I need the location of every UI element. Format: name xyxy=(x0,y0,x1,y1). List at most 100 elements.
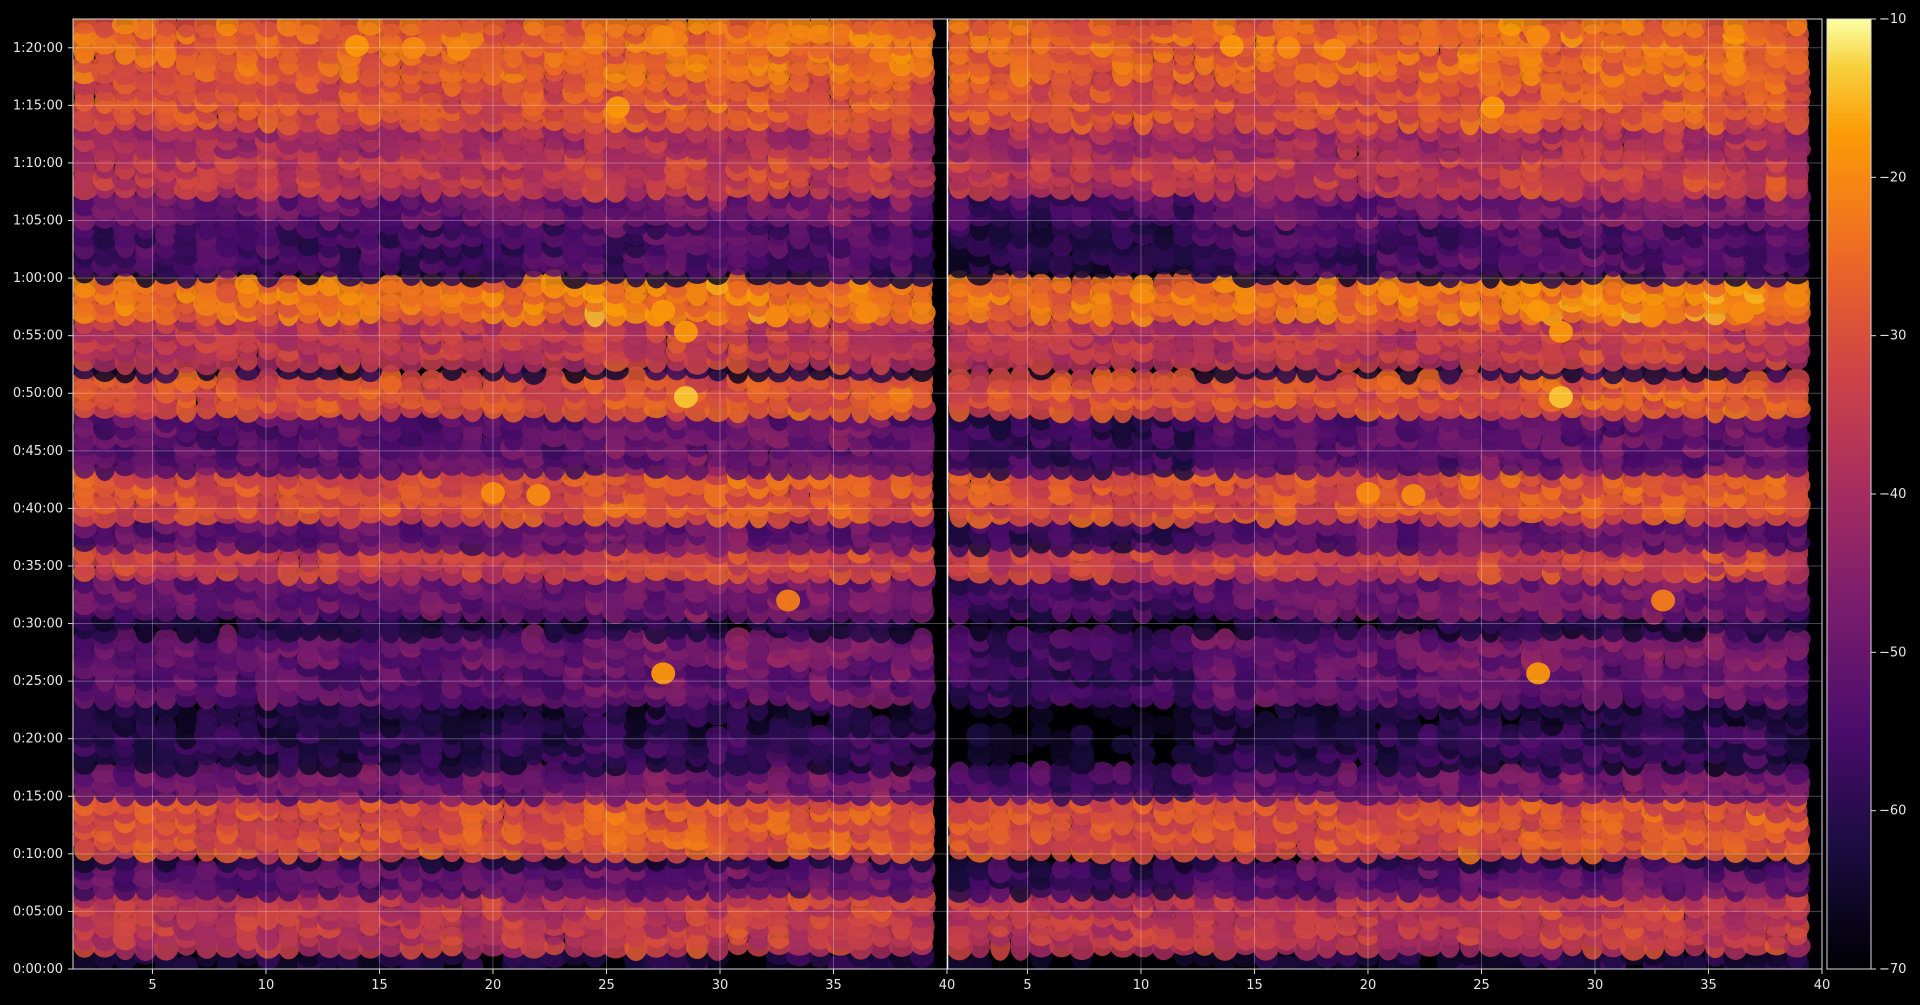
heat-mark xyxy=(1030,722,1052,748)
heat-mark xyxy=(604,19,627,38)
hotspot-mark xyxy=(776,589,801,612)
hotspot-mark xyxy=(446,38,471,61)
heat-mark xyxy=(400,856,423,882)
heat-mark xyxy=(277,274,301,294)
heat-mark xyxy=(828,619,853,640)
heat-mark xyxy=(908,764,936,783)
heat-mark xyxy=(540,762,568,785)
heat-mark xyxy=(502,19,525,39)
heat-mark xyxy=(1171,743,1198,765)
hotspot-mark xyxy=(673,320,698,343)
heat-mark xyxy=(1683,953,1707,969)
heat-mark xyxy=(765,19,793,36)
heat-mark xyxy=(522,710,545,740)
heat-mark xyxy=(461,955,484,969)
heat-mark xyxy=(256,368,280,392)
heat-mark xyxy=(215,19,239,37)
heat-mark xyxy=(1029,760,1053,786)
heat-mark xyxy=(420,370,444,390)
heat-mark xyxy=(1110,856,1136,883)
heat-mark xyxy=(93,19,117,39)
heat-mark xyxy=(748,626,769,652)
heat-mark xyxy=(194,19,220,39)
heat-mark xyxy=(1640,760,1668,786)
heat-mark xyxy=(113,758,138,788)
heat-mark xyxy=(829,19,852,38)
heat-mark xyxy=(726,19,750,39)
heat-mark xyxy=(1070,724,1094,746)
heat-mark xyxy=(687,19,708,35)
heat-mark xyxy=(581,19,609,36)
hotspot-mark xyxy=(764,305,789,328)
hotspot-mark xyxy=(651,299,676,322)
heat-mark xyxy=(521,624,547,654)
heat-mark xyxy=(196,858,218,881)
heat-mark xyxy=(234,273,261,294)
heat-mark xyxy=(176,854,197,884)
heat-mark xyxy=(1395,857,1423,881)
heat-mark xyxy=(338,955,362,969)
heat-mark xyxy=(380,19,402,38)
heat-mark xyxy=(1499,762,1523,785)
heat-mark xyxy=(987,855,1013,884)
hotspot-mark xyxy=(526,484,551,506)
heatmap-panel-left xyxy=(73,19,946,969)
heat-mark xyxy=(1152,762,1175,784)
heat-mark xyxy=(807,724,833,746)
heat-mark xyxy=(112,626,138,652)
hotspot-mark xyxy=(855,301,880,324)
heat-mark xyxy=(295,19,323,39)
heat-mark xyxy=(438,19,466,38)
heat-mark xyxy=(623,627,649,651)
heat-mark xyxy=(541,715,568,736)
heat-mark xyxy=(91,763,119,784)
heat-mark xyxy=(152,629,180,649)
heat-mark xyxy=(748,19,769,39)
heat-mark xyxy=(155,19,177,37)
heat-mark xyxy=(727,268,749,299)
heat-mark xyxy=(948,761,970,785)
heat-mark xyxy=(848,706,873,726)
heat-mark xyxy=(1130,744,1156,765)
heat-mark xyxy=(439,710,465,740)
heat-mark xyxy=(73,19,98,35)
heat-mark xyxy=(523,19,545,36)
heat-mark xyxy=(461,19,484,34)
heat-mark xyxy=(379,364,402,395)
heat-mark xyxy=(910,19,934,40)
heat-mark xyxy=(460,715,485,736)
heat-mark xyxy=(1069,739,1095,769)
heat-mark xyxy=(1007,733,1034,756)
heat-mark xyxy=(768,713,790,737)
heat-mark xyxy=(111,19,139,35)
heat-mark xyxy=(193,759,220,788)
heat-mark xyxy=(988,759,1012,788)
heat-mark xyxy=(73,954,96,969)
heat-mark xyxy=(561,859,588,880)
heat-mark xyxy=(399,19,424,36)
heat-mark xyxy=(1623,856,1645,882)
heat-mark xyxy=(522,759,546,787)
heat-mark xyxy=(724,627,752,651)
hotspot-mark xyxy=(673,386,698,409)
heat-mark xyxy=(767,760,791,786)
heat-mark xyxy=(1273,859,1300,879)
heat-mark xyxy=(948,855,973,883)
heat-mark xyxy=(174,955,199,969)
heat-mark xyxy=(1764,860,1790,879)
heat-mark xyxy=(809,19,830,35)
heat-mark xyxy=(337,19,363,38)
heat-mark xyxy=(850,856,872,882)
heat-mark xyxy=(967,952,992,969)
heat-mark xyxy=(255,19,282,38)
heat-mark xyxy=(378,274,404,294)
heat-mark xyxy=(217,624,238,654)
heat-mark xyxy=(867,19,895,36)
heat-mark xyxy=(564,19,586,37)
heat-mark xyxy=(318,19,341,40)
heat-mark xyxy=(400,369,422,391)
heat-mark xyxy=(966,857,994,881)
hotspot-mark xyxy=(605,96,630,119)
heat-mark xyxy=(1069,859,1094,880)
